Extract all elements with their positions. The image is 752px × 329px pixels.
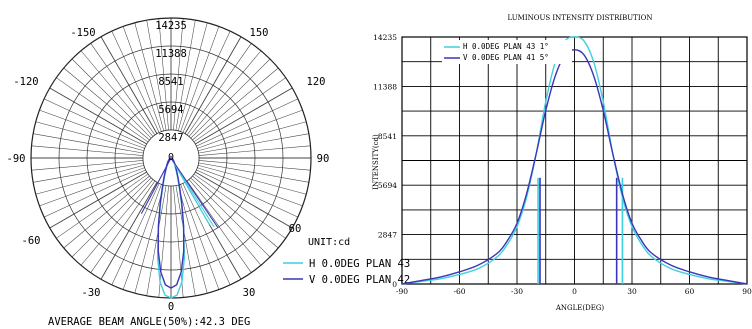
polar-angle-label: -90 [7, 153, 26, 165]
polar-angle-label: 150 [250, 27, 269, 39]
x-tick-label: 0 [572, 287, 577, 296]
polar-ring-label: 0 [168, 152, 174, 163]
line-chart-legend: H 0.0DEG PLAN 43 1° V 0.0DEG PLAN 41 5° [442, 40, 572, 64]
y-tick-label: 8541 [378, 132, 397, 141]
x-axis-label: ANGLE(DEG) [555, 304, 605, 312]
x-tick-label: 60 [685, 287, 695, 296]
y-axis-label: INTENSITY(cd) [372, 134, 380, 190]
polar-ring-label: 14235 [155, 20, 187, 32]
y-tick-label: 11388 [373, 82, 397, 91]
polar-beam-ray [170, 157, 219, 228]
polar-legend-label: H 0.0DEG PLAN 43 [309, 258, 410, 270]
x-tick-label: -60 [453, 287, 465, 296]
polar-angle-label: -60 [22, 235, 41, 247]
line-series-curve [401, 36, 748, 285]
y-tick-label: 5694 [378, 181, 397, 190]
polar-angle-label: 30 [243, 287, 256, 299]
y-tick-label: 2847 [378, 231, 397, 240]
polar-ring [58, 45, 284, 271]
polar-angle-labels: -150 150 -120 120 -90 90 -60 60 -30 30 0 [7, 27, 330, 313]
polar-angle-label: 120 [307, 76, 326, 88]
y-tick-label: 14235 [373, 33, 397, 42]
x-tick-label: -90 [396, 287, 408, 296]
polar-ring-label: 8541 [158, 76, 183, 88]
polar-ring [114, 101, 228, 215]
line-chart-title: LUMINOUS INTENSITY DISTRIBUTION [508, 14, 653, 22]
polar-ring-label: 5694 [158, 104, 183, 116]
x-tick-labels: -90 -60 -30 0 30 60 90 [396, 287, 752, 296]
polar-angle-label: 90 [317, 153, 330, 165]
line-legend-label: H 0.0DEG PLAN 43 1° [463, 42, 549, 51]
polar-ring [86, 73, 256, 243]
polar-ring-label: 2847 [158, 132, 183, 144]
polar-angle-label: -150 [70, 27, 95, 39]
polar-ring-label: 11388 [155, 48, 187, 60]
line-chart-grid [401, 36, 748, 285]
polar-angle-label: -30 [82, 287, 101, 299]
line-chart: LUMINOUS INTENSITY DISTRIBUTION 14235 113… [372, 14, 752, 312]
line-legend-box [442, 40, 572, 64]
x-tick-label: 90 [742, 287, 752, 296]
polar-series [140, 157, 219, 299]
polar-chart: 14235 11388 8541 5694 2847 0 -150 150 -120 120 -9… [7, 17, 410, 328]
line-series-curve [401, 49, 748, 285]
polar-legend: H 0.0DEG PLAN 43 V 0.0DEG PLAN 42 [283, 258, 410, 286]
x-tick-label: -30 [511, 287, 523, 296]
polar-angle-label: -120 [13, 76, 38, 88]
polar-ring-labels: 14235 11388 8541 5694 2847 0 [155, 20, 187, 163]
line-legend-label: V 0.0DEG PLAN 41 5° [463, 53, 549, 62]
polar-angle-label: 60 [289, 223, 302, 235]
beam-angle-text: AVERAGE BEAM ANGLE(50%):42.3 DEG [48, 316, 250, 328]
beam-markers [537, 177, 624, 284]
polar-unit-label: UNIT:cd [308, 237, 350, 248]
x-tick-label: 30 [627, 287, 637, 296]
line-chart-series [401, 36, 748, 285]
y-tick-label: 0 [392, 280, 397, 289]
y-tick-labels: 14235 11388 8541 5694 2847 0 [373, 33, 397, 289]
polar-angle-label: 0 [168, 301, 174, 313]
polar-beam-ray [140, 157, 172, 214]
polar-legend-label: V 0.0DEG PLAN 42 [309, 274, 410, 286]
